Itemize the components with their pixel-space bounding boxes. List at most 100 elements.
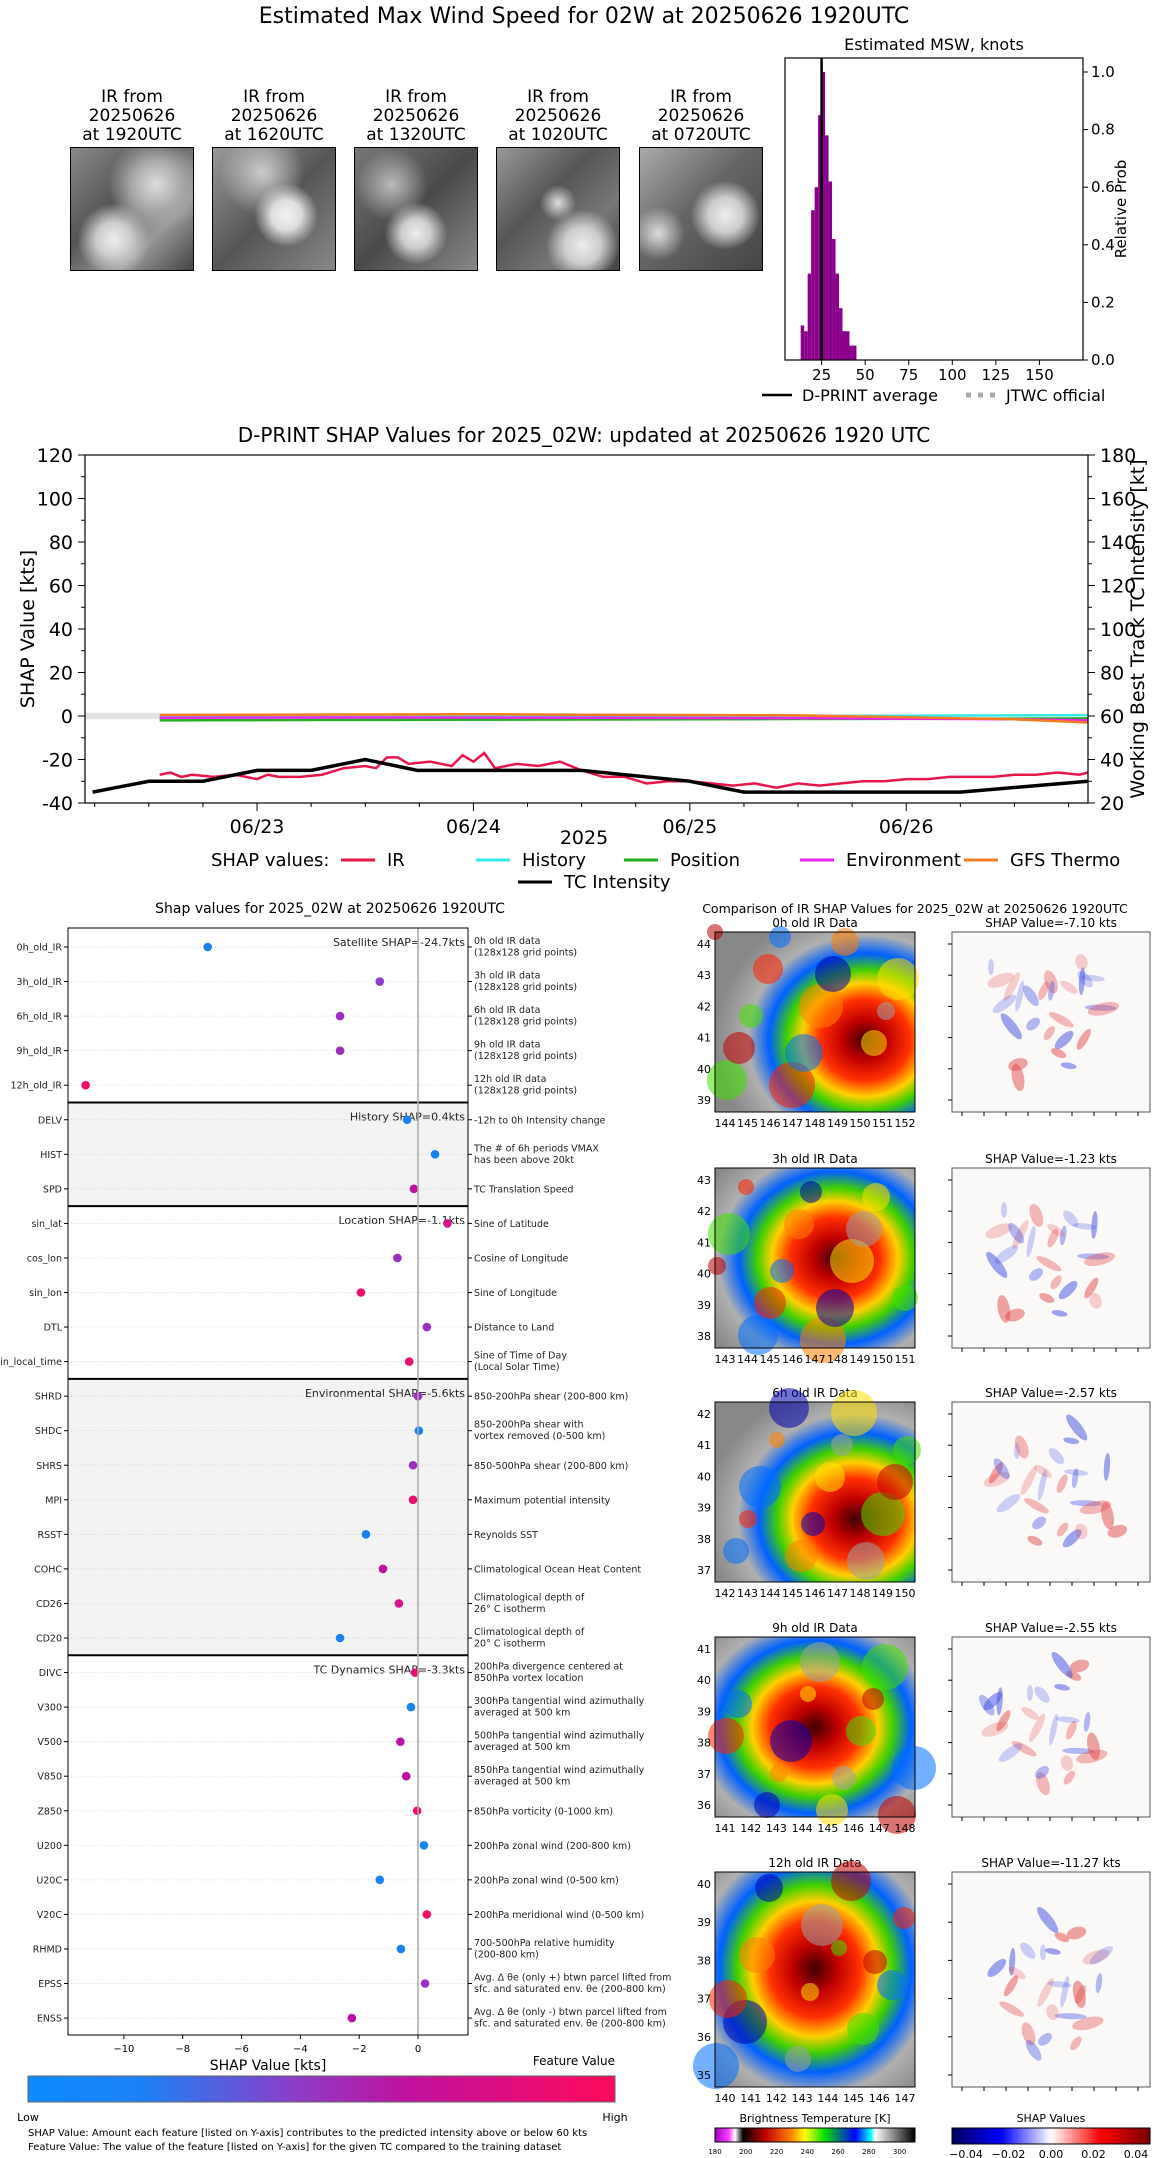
thumbnail-label: IR from 20250626 at 1320UTC <box>366 87 466 145</box>
lat-tick-label: 40 <box>697 1674 711 1687</box>
ir-cloud-blob <box>800 1686 816 1702</box>
ir-cloud-blob <box>861 1492 905 1536</box>
lon-tick-label: 144 <box>817 2092 838 2105</box>
lon-tick-label: 145 <box>760 1353 781 1366</box>
ir-cloud-blob <box>801 1904 843 1946</box>
histogram-bar <box>828 181 833 360</box>
lon-tick-label: 152 <box>895 1117 916 1130</box>
shap-tick-label: 0.02 <box>1081 2148 1106 2158</box>
histogram-bar <box>849 345 853 360</box>
shap-map-feature <box>1034 1464 1052 1478</box>
feature-description: 850hPa vorticity (0-1000 km) <box>474 1806 613 1817</box>
shap-map-feature <box>1066 1670 1082 1681</box>
shap-map-feature <box>1089 1946 1114 1965</box>
x-tick-label: 125 <box>982 366 1011 384</box>
ir-cloud-blob <box>739 1510 757 1528</box>
shap-map-feature <box>1075 954 1088 970</box>
feature-name: U200 <box>37 1841 62 1852</box>
shap-panel-title: SHAP Value=-1.23 kts <box>985 1152 1117 1166</box>
lon-tick-label: 149 <box>872 1587 893 1600</box>
shap-map-feature <box>1063 1437 1080 1444</box>
shap-map-feature <box>1047 1223 1065 1237</box>
lat-tick-label: 36 <box>697 2031 711 2044</box>
histogram-bar <box>845 331 850 360</box>
ir-cloud-blob <box>724 1690 752 1718</box>
colorbar-high-label: High <box>602 2111 627 2124</box>
shap-map-feature <box>1043 1026 1055 1041</box>
shap-map-feature <box>1008 1966 1026 1980</box>
histogram-bar <box>818 115 822 360</box>
y-tick-label: 20 <box>49 663 73 685</box>
lat-tick-label: 38 <box>697 1330 711 1343</box>
shap-map-feature <box>1051 1310 1068 1317</box>
feature-name: V850 <box>37 1772 62 1783</box>
shap-map-feature <box>1060 980 1078 994</box>
ir-cloud-blob <box>769 926 791 948</box>
group-shap-label: Satellite SHAP=-24.7kts <box>333 936 465 949</box>
ir-cloud-blob <box>862 1183 890 1211</box>
ir-cloud-blob <box>739 1004 763 1028</box>
shap-map-feature <box>1011 1741 1037 1757</box>
legend-label: History <box>522 850 586 871</box>
shap-map-feature <box>1037 1906 1059 1933</box>
shap-map-feature <box>1103 1452 1111 1481</box>
histogram-title: Estimated MSW, knots <box>844 35 1024 54</box>
lon-tick-label: 141 <box>715 1822 736 1835</box>
lat-tick-label: 42 <box>697 1205 711 1218</box>
shap-map-feature <box>1037 1469 1047 1501</box>
feature-shap-dot <box>419 1841 429 1850</box>
ir-cloud-blob <box>893 1907 915 1929</box>
lon-tick-label: 146 <box>869 2092 890 2105</box>
shap-map-feature <box>1084 1277 1099 1299</box>
colorbar-low-label: Low <box>17 2111 39 2124</box>
lon-tick-label: 151 <box>872 1117 893 1130</box>
lat-tick-label: 40 <box>697 1878 711 1891</box>
y-tick-label: 0.2 <box>1091 293 1115 311</box>
ir-cloud-blob <box>892 1285 918 1311</box>
shap-map-feature <box>981 1721 1009 1737</box>
feature-description: 6h old IR data (128x128 grid points) <box>474 1005 577 1028</box>
x-tick-label: 75 <box>899 366 918 384</box>
shap-map-feature <box>1020 1942 1036 1959</box>
shap-map-feature <box>1065 1720 1077 1740</box>
x-tick-label: −6 <box>234 2044 249 2055</box>
feature-shap-dot <box>420 1979 430 1988</box>
y2-tick-label: 40 <box>1100 750 1124 772</box>
feature-name: Z850 <box>37 1806 62 1817</box>
shap-map-feature <box>1083 1712 1091 1732</box>
timeseries-xlabel: 2025 <box>560 827 608 849</box>
shap-map-feature <box>1003 1975 1019 1997</box>
footnote: SHAP Value: Amount each feature [listed … <box>28 2128 587 2139</box>
group-shading <box>68 1378 468 1656</box>
feature-description: Avg. Δ θe (only -) btwn parcel lifted fr… <box>474 2007 667 2030</box>
feature-shap-dot <box>335 1011 345 1021</box>
feature-description: Sine of Time of Day (Local Solar Time) <box>474 1351 567 1374</box>
feature-shap-dot <box>422 1322 432 1332</box>
figure-title: Estimated Max Wind Speed for 02W at 2025… <box>258 4 910 29</box>
bt-tick-label: 180 <box>708 2148 721 2156</box>
shap-map-feature <box>996 1493 1021 1513</box>
feature-name: V20C <box>37 1910 63 1921</box>
shap-map-feature <box>993 1458 1010 1480</box>
feature-shap-dot <box>356 1288 366 1297</box>
lon-tick-label: 145 <box>843 2092 864 2105</box>
shap-map-feature <box>1045 1948 1061 1955</box>
feature-description: 850hPa tangential wind azimuthally averag… <box>474 1765 645 1788</box>
shap-map-image <box>951 1871 1151 2088</box>
feature-name: MPI <box>45 1495 62 1506</box>
feature-shap-dot <box>412 1806 422 1816</box>
feature-shap-dot <box>422 1910 432 1919</box>
lon-tick-label: 143 <box>792 2092 813 2105</box>
lat-tick-label: 41 <box>697 1236 711 1249</box>
lon-tick-label: 149 <box>827 1117 848 1130</box>
lon-tick-label: 145 <box>782 1587 803 1600</box>
y2-tick-label: 80 <box>1100 663 1124 685</box>
shap-map-feature <box>1054 1684 1070 1691</box>
shap-map-feature <box>1011 1063 1025 1092</box>
missing-data-band <box>85 712 160 720</box>
ir-cloud-blob <box>769 1062 815 1108</box>
lon-tick-label: 143 <box>737 1587 758 1600</box>
shap-map-feature <box>1060 1975 1070 2008</box>
lat-tick-label: 43 <box>697 969 711 982</box>
feature-description: 200hPa meridional wind (0-500 km) <box>474 1910 644 1921</box>
